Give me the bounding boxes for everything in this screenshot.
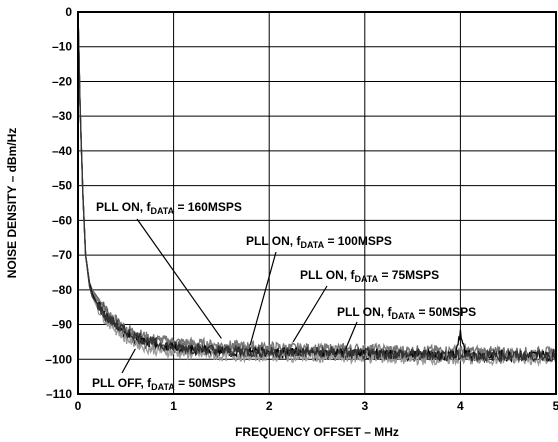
y-tick-label: –80: [52, 283, 72, 297]
y-tick-label: –10: [52, 40, 72, 54]
x-tick-label: 0: [75, 399, 82, 413]
annotation-label: PLL OFF, fDATA = 50MSPS: [92, 376, 236, 392]
annotation-leader: [249, 251, 277, 346]
annotation-label: PLL ON, fDATA = 160MSPS: [96, 200, 242, 216]
series-line: [77, 11, 557, 368]
annotation-leader: [292, 285, 328, 343]
x-tick-label: 2: [266, 399, 273, 413]
series-layer: [77, 11, 557, 368]
series-line: [77, 11, 557, 361]
x-tick-label: 1: [170, 399, 177, 413]
x-tick-label: 5: [553, 399, 558, 413]
annotation-label: PLL ON, fDATA = 75MSPS: [300, 268, 439, 284]
annotation-label: PLL ON, fDATA = 50MSPS: [337, 305, 476, 321]
annotation-label: PLL ON, fDATA = 100MSPS: [246, 234, 392, 250]
x-tick-labels: 0 1 2 3 4 5: [75, 399, 558, 413]
series-line: [77, 11, 557, 364]
x-tick-label: 3: [361, 399, 368, 413]
annotation-leader: [136, 218, 222, 339]
x-tick-label: 4: [457, 399, 464, 413]
x-axis-title: FREQUENCY OFFSET – MHz: [235, 425, 399, 439]
annotations: PLL ON, fDATA = 160MSPS PLL ON, fDATA = 1…: [92, 200, 476, 392]
y-tick-label: –110: [46, 387, 72, 401]
y-tick-label: –20: [52, 74, 72, 88]
plot-frame: [77, 11, 557, 395]
y-tick-label: –30: [52, 109, 72, 123]
y-tick-label: –90: [52, 318, 72, 332]
y-axis-title: NOISE DENSITY – dBm/Hz: [5, 128, 19, 278]
annotation-leader: [121, 348, 136, 374]
annotation-leader: [345, 321, 358, 350]
y-tick-label: –40: [52, 144, 72, 158]
y-tick-label: 0: [65, 5, 72, 19]
series-line: [77, 11, 557, 364]
y-tick-label: –50: [52, 179, 72, 193]
y-tick-labels: 0 –10 –20 –30 –40 –50 –60 –70 –80 –90 –100 –110: [45, 5, 72, 401]
y-tick-label: –60: [52, 213, 72, 227]
y-tick-label: –70: [52, 248, 72, 262]
y-tick-label: –100: [45, 352, 72, 366]
